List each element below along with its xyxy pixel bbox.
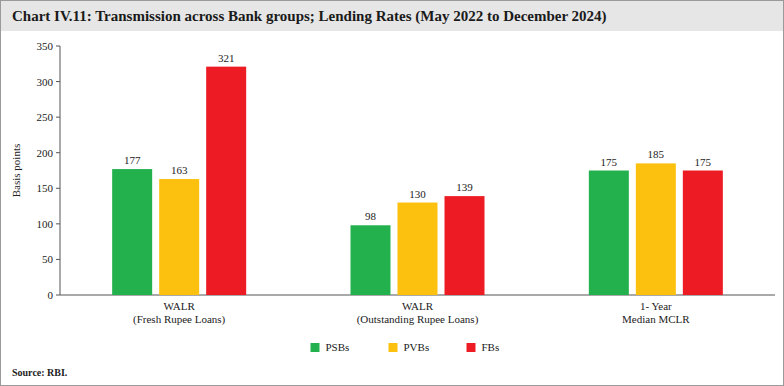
- x-tick-label-line: 1- Year: [640, 300, 672, 312]
- bar: [589, 171, 629, 296]
- y-tick-label: 0: [48, 289, 54, 301]
- bars: [112, 67, 723, 295]
- y-tick-label: 100: [37, 218, 54, 230]
- x-tick-label-line: WALR: [402, 300, 434, 312]
- data-label: 175: [695, 156, 712, 168]
- y-tick: [56, 117, 60, 118]
- data-label: 139: [456, 181, 473, 193]
- x-tick-label: WALR(Fresh Rupee Loans): [133, 300, 226, 326]
- x-tick-label-line: Median MCLR: [622, 313, 690, 325]
- bar: [636, 163, 676, 295]
- y-tick-label: 250: [37, 111, 54, 123]
- bar: [445, 196, 485, 295]
- bar: [351, 225, 391, 295]
- y-tick: [56, 295, 60, 296]
- x-tick-label-line: (Outstanding Rupee Loans): [357, 313, 479, 326]
- legend: PSBs PVBs FBs: [311, 341, 500, 353]
- data-label: 321: [218, 52, 235, 64]
- y-tick: [56, 188, 60, 189]
- y-tick: [56, 152, 60, 153]
- y-tick-label: 350: [37, 40, 54, 52]
- y-tick-label: 200: [37, 147, 54, 159]
- title-band: [1, 1, 783, 31]
- legend-label: FBs: [482, 341, 500, 353]
- data-label: 98: [365, 210, 377, 222]
- y-tick: [56, 81, 60, 82]
- legend-swatch: [311, 343, 320, 352]
- x-tick-label: 1- YearMedian MCLR: [622, 300, 690, 325]
- x-tick-label-line: WALR: [164, 300, 196, 312]
- data-label: 175: [601, 156, 618, 168]
- y-tick-label: 150: [37, 182, 54, 194]
- y-tick: [56, 223, 60, 224]
- data-label: 177: [124, 154, 141, 166]
- y-tick-label: 300: [37, 76, 54, 88]
- x-tick-label: WALR(Outstanding Rupee Loans): [357, 300, 479, 326]
- legend-swatch: [389, 343, 398, 352]
- y-tick-label: 50: [42, 253, 54, 265]
- bar: [206, 67, 246, 295]
- data-label: 163: [171, 164, 188, 176]
- x-tick-label-line: (Fresh Rupee Loans): [133, 313, 226, 326]
- y-tick: [56, 259, 60, 260]
- data-label: 185: [648, 148, 665, 160]
- y-tick: [56, 46, 60, 47]
- bar: [398, 203, 438, 295]
- source: Source: RBI.: [12, 367, 68, 378]
- legend-label: PVBs: [404, 341, 430, 353]
- y-axis: [60, 46, 61, 295]
- title: Chart IV.11: Transmission across Bank gr…: [12, 8, 607, 25]
- chart: Chart IV.11: Transmission across Bank gr…: [0, 0, 784, 386]
- legend-swatch: [467, 343, 476, 352]
- legend-label: PSBs: [326, 341, 350, 353]
- y-axis-label: Basis points: [10, 144, 22, 197]
- bar: [112, 169, 152, 295]
- data-label: 130: [409, 188, 426, 200]
- bar: [159, 179, 199, 295]
- data-labels: 177 163 321 98 130 139 175 185 175: [124, 52, 712, 223]
- frame: [1, 1, 784, 386]
- bar: [683, 171, 723, 296]
